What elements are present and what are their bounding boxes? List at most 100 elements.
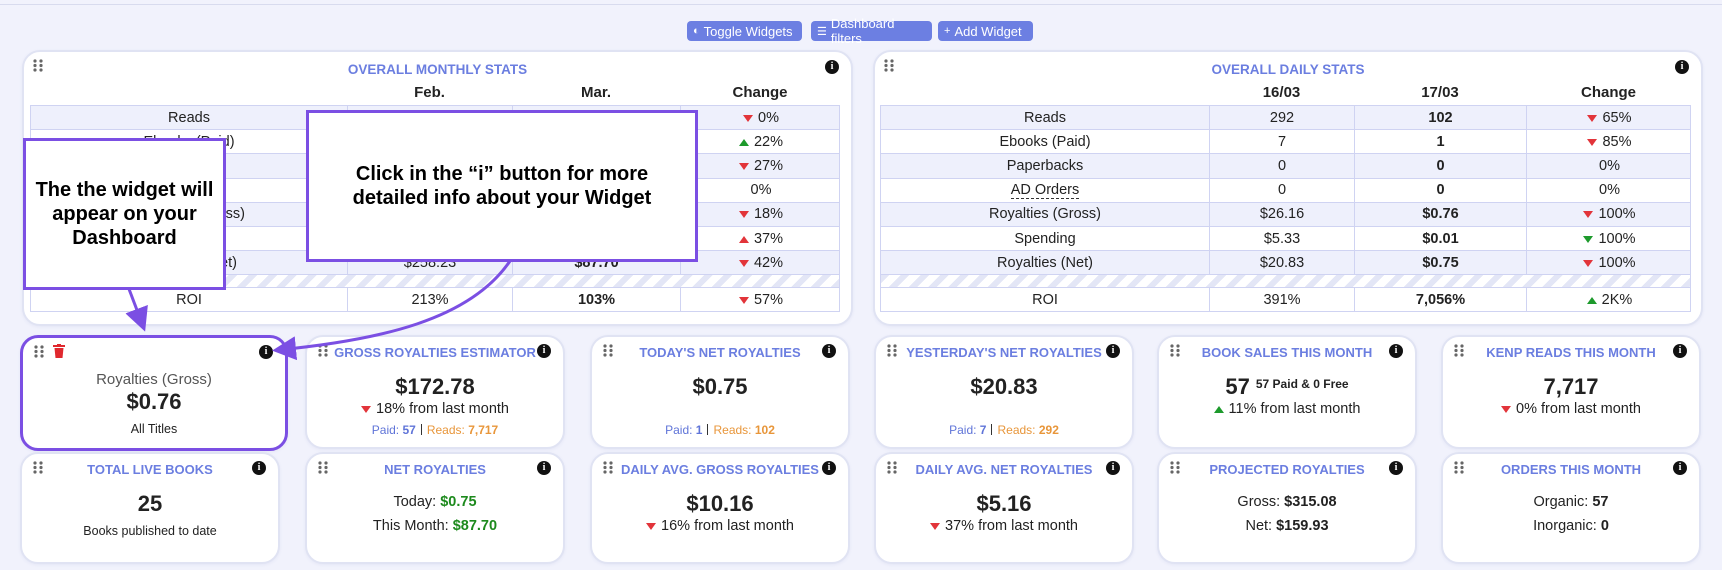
panel-title: OVERALL DAILY STATS	[1211, 62, 1365, 77]
drag-handle[interactable]	[887, 344, 897, 357]
drag-handle[interactable]	[887, 461, 897, 474]
table-row: Spending $5.33 $0.01 100%	[881, 227, 1690, 252]
trend-arrow	[738, 235, 749, 243]
drag-icon	[33, 461, 43, 474]
button-label: Dashboard filters	[830, 16, 895, 46]
cell-value: 0	[1436, 182, 1445, 199]
drag-handle[interactable]	[33, 461, 43, 474]
button-label: Add Widget	[954, 23, 1022, 39]
panel-title: OVERALL MONTHLY STATS	[347, 62, 528, 77]
drag-handle[interactable]	[1170, 344, 1180, 357]
table-cell: 57%	[681, 288, 841, 311]
button-label: Toggle Widgets	[703, 23, 793, 39]
table-cell: Reads	[881, 106, 1210, 130]
paid-value: 1	[695, 423, 703, 437]
cell-value: $0.75	[1422, 254, 1459, 271]
change-value: 18%	[753, 206, 784, 223]
info-button[interactable]: i	[825, 60, 839, 74]
change: 0%	[1599, 182, 1620, 198]
drag-icon	[34, 345, 44, 358]
info-button[interactable]: i	[259, 345, 273, 359]
top-divider	[0, 4, 1722, 5]
change-value: 65%	[1602, 109, 1632, 126]
table-cell: 0	[1210, 178, 1355, 202]
table-cell: 102	[1355, 106, 1527, 130]
toolbar-button[interactable]: ◐ Toggle Widgets	[687, 21, 802, 41]
table-cell: 65%	[1527, 106, 1692, 129]
info-button[interactable]: i	[537, 461, 551, 475]
change: 100%	[1583, 206, 1636, 223]
change: 37%	[738, 231, 783, 247]
info-button[interactable]: i	[822, 344, 836, 358]
table-cell: 1	[1355, 130, 1527, 154]
change: 42%	[738, 255, 783, 271]
cell-value: 213%	[411, 291, 449, 308]
trend-arrow	[738, 138, 749, 146]
drag-handle[interactable]	[33, 59, 43, 72]
widget-title: TODAY'S NET ROYALTIES	[639, 345, 801, 360]
cell-value: $20.83	[1259, 254, 1305, 271]
widget-value: $20.83	[970, 374, 1038, 399]
change: 0%	[1599, 158, 1620, 174]
widget: i DAILY AVG. GROSS ROYALTIES $10.16 16% fro…	[590, 452, 850, 564]
drag-icon	[1454, 344, 1464, 357]
drag-handle[interactable]	[603, 461, 613, 474]
info-button[interactable]: i	[1106, 344, 1120, 358]
drag-icon	[1170, 344, 1180, 357]
info-button[interactable]: i	[1673, 344, 1687, 358]
delete-button[interactable]	[53, 344, 65, 358]
trend-arrow	[738, 296, 749, 304]
change: 18%	[738, 206, 784, 223]
drag-handle[interactable]	[318, 461, 328, 474]
trend-arrow	[1213, 406, 1224, 413]
drag-handle[interactable]	[1454, 461, 1464, 474]
widget: i TODAY'S NET ROYALTIES $0.75 Paid: 1 Reads:…	[590, 335, 850, 449]
drag-handle[interactable]	[884, 59, 894, 72]
row-value: 57	[1592, 494, 1609, 510]
drag-icon	[33, 59, 43, 72]
info-button[interactable]: i	[822, 461, 836, 475]
drag-handle[interactable]	[34, 345, 44, 358]
table-cell: 100%	[1527, 203, 1692, 226]
toolbar-button[interactable]: + Add Widget	[938, 21, 1033, 41]
separator	[707, 424, 709, 435]
info-button[interactable]: i	[1106, 461, 1120, 475]
drag-handle[interactable]	[603, 344, 613, 357]
change-value: 100%	[1598, 254, 1636, 271]
change-value: 100%	[1598, 206, 1636, 223]
button-icon: ◐	[693, 25, 700, 37]
drag-handle[interactable]	[1170, 461, 1180, 474]
toolbar-button[interactable]: ☰ Dashboard filters	[811, 16, 932, 46]
column-header: Mar.	[580, 83, 611, 101]
widget-value: 7,717	[1543, 374, 1599, 399]
trend-arrow	[930, 523, 940, 530]
cell-value: 391%	[1263, 291, 1301, 308]
widget-title: NET ROYALTIES	[384, 462, 486, 477]
row-label: Paperbacks	[1006, 157, 1084, 174]
cell-value: 102	[1428, 109, 1453, 126]
row-label: Royalties (Gross)	[989, 206, 1101, 223]
row-value: $315.08	[1284, 494, 1337, 510]
info-button[interactable]: i	[252, 461, 266, 475]
cell-value: 1	[1436, 133, 1445, 150]
table-cell: 27%	[681, 154, 841, 177]
info-button[interactable]: i	[1673, 461, 1687, 475]
table-cell: 2K%	[1527, 288, 1692, 311]
widget-row: Inorganic: 0	[1443, 518, 1699, 534]
widget-value-line: $10.16	[592, 491, 848, 517]
column-header: Change	[732, 83, 788, 101]
table-cell: 0	[1210, 154, 1355, 178]
drag-handle[interactable]	[1454, 344, 1464, 357]
stats-table: Reads 292 102 65% Ebooks (Paid) 7 1 85% Paperbac…	[880, 105, 1692, 313]
table-cell: $26.16	[1210, 202, 1355, 226]
info-button[interactable]: i	[1389, 461, 1403, 475]
info-button[interactable]: i	[537, 344, 551, 358]
cell-value: 292	[1269, 109, 1295, 126]
widget-change: 11% from last month	[1159, 401, 1415, 417]
info-button[interactable]: i	[1675, 60, 1689, 74]
info-button[interactable]: i	[1389, 344, 1403, 358]
widget-value: 57	[1225, 374, 1250, 399]
trend-arrow	[1587, 114, 1598, 122]
widget-value-line: $0.75	[592, 374, 848, 400]
